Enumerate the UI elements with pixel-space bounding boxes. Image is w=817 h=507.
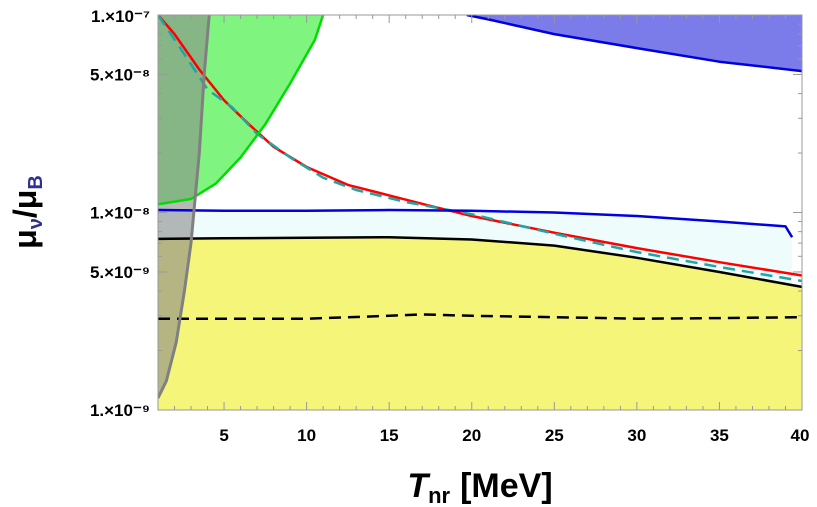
series-lines	[158, 15, 802, 399]
series-line-3	[158, 208, 794, 238]
x-tick-label: 10	[297, 426, 316, 445]
x-tick-label: 5	[219, 426, 228, 445]
x-tick-label: 20	[462, 426, 481, 445]
y-axis-title: μν/μB	[7, 175, 47, 249]
x-tick-label: 35	[710, 426, 729, 445]
shaded-region-2	[158, 210, 793, 285]
series-line-6	[466, 15, 802, 73]
y-tick-label: 1.×10⁻⁹	[90, 401, 150, 420]
series-line-8	[158, 15, 211, 399]
x-axis-title: Tnr [MeV]	[407, 467, 552, 507]
y-tick-label: 1.×10⁻⁷	[91, 7, 150, 26]
x-tick-label: 30	[627, 426, 646, 445]
y-tick-label: 5.×10⁻⁸	[90, 65, 150, 84]
series-line-5	[158, 313, 802, 320]
y-tick-label: 5.×10⁻⁹	[90, 263, 150, 282]
shaded-region-1	[158, 237, 802, 410]
y-tick-label: 1.×10⁻⁸	[90, 204, 150, 223]
x-tick-label: 15	[380, 426, 399, 445]
shaded-region-3	[466, 15, 802, 72]
tick-labels: 5 10 15 20 25 30 35 40 1.×10⁻⁷ 5.×10⁻⁸ 1.×10⁻⁸ 5.×1…	[90, 7, 810, 445]
x-tick-label: 40	[791, 426, 810, 445]
shaded-region-5	[158, 15, 210, 398]
series-line-1	[158, 15, 802, 277]
series-line-2	[158, 15, 802, 283]
shaded-regions	[158, 15, 802, 410]
x-tick-label: 25	[545, 426, 564, 445]
axis-ticks	[157, 14, 803, 411]
series-line-4	[158, 235, 802, 289]
